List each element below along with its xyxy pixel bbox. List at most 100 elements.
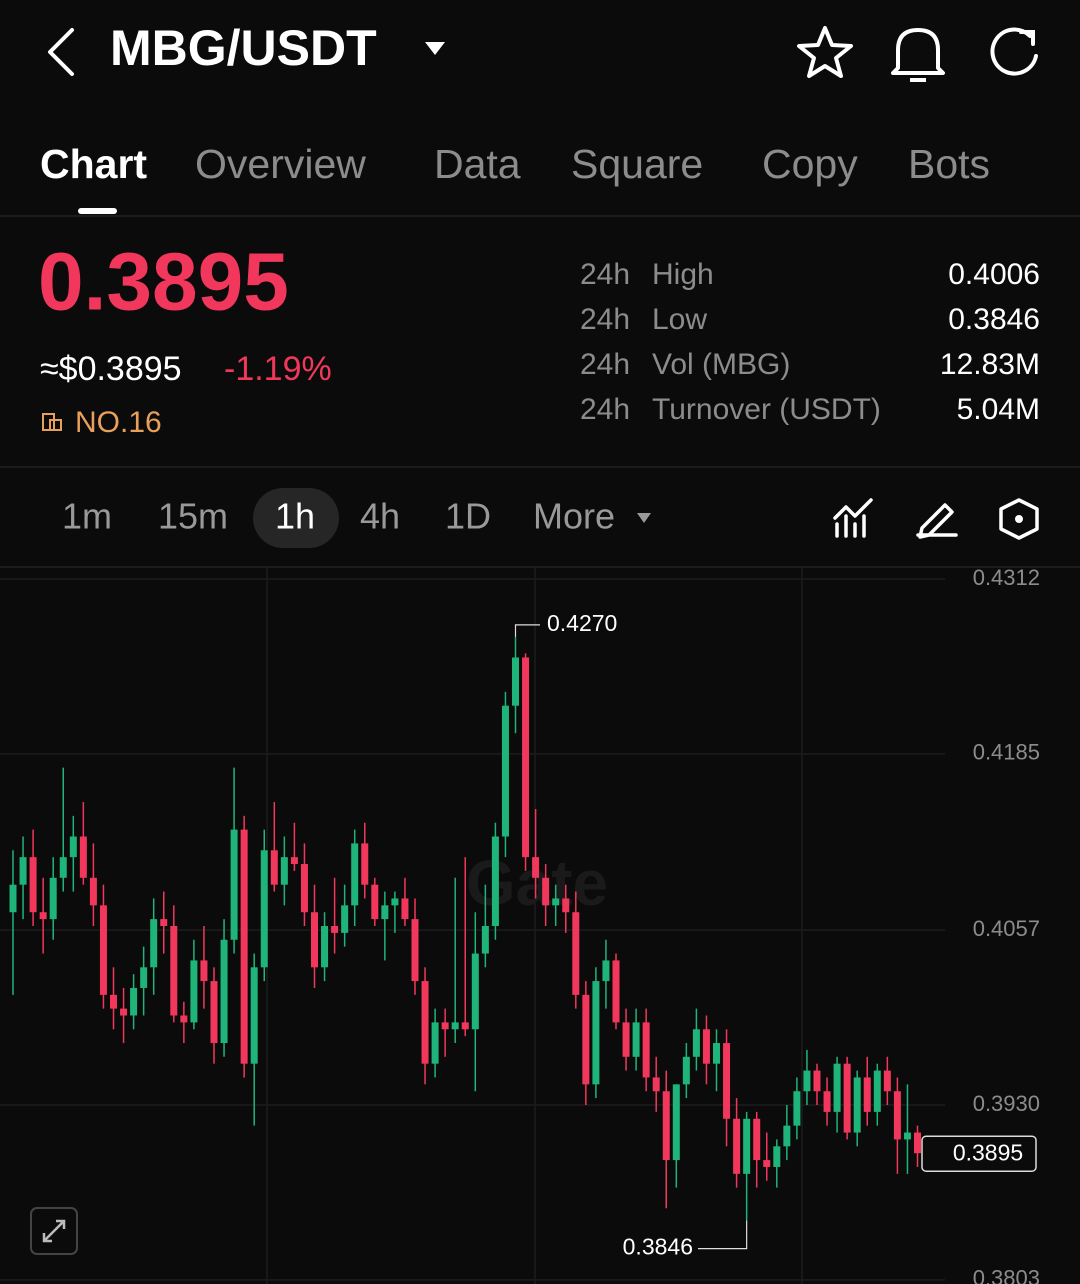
settings-icon[interactable] (1015, 515, 1023, 523)
back-button[interactable] (48, 28, 74, 76)
candle-body (9, 884, 17, 913)
share-icon[interactable] (990, 27, 1038, 76)
candle-body (19, 857, 27, 885)
candle-body (713, 1043, 720, 1064)
candle-body (582, 994, 590, 1085)
price-change: -1.19% (224, 350, 332, 388)
candle-body (230, 829, 238, 940)
stats: 24h High 0.4006 24h Low 0.3846 24h Vol (MBG) 12.… (580, 258, 1040, 426)
low-marker (698, 1220, 748, 1250)
tab[interactable]: Data (434, 141, 521, 187)
interval[interactable]: 1D (445, 496, 491, 537)
rank-icon (42, 413, 55, 431)
candle-body (411, 919, 419, 982)
candle-body (280, 857, 288, 885)
candle-body (743, 1118, 751, 1174)
candle-body (562, 898, 570, 913)
fullscreen-icon[interactable] (42, 1219, 66, 1243)
tab[interactable]: Bots (908, 141, 990, 187)
candle-body (823, 1091, 831, 1112)
candle-body (883, 1070, 891, 1092)
interval-active-bg (253, 488, 339, 548)
last-price: 0.3895 (38, 237, 289, 328)
candle-body (692, 1029, 700, 1057)
candle-body (240, 829, 248, 1064)
pair-dropdown[interactable] (425, 42, 445, 55)
candle-body (813, 1070, 821, 1092)
candle-body (682, 1056, 690, 1085)
candle-body (501, 705, 509, 837)
settings-icon[interactable] (999, 498, 1039, 540)
stat-period: 24h (580, 258, 630, 291)
candle-body (793, 1091, 801, 1126)
pair-title[interactable]: MBG/USDT (110, 20, 377, 76)
draw-icon[interactable] (916, 503, 958, 539)
candle-body (341, 905, 349, 933)
candle-body (863, 1077, 871, 1112)
candle-body (914, 1132, 921, 1154)
candle-body (723, 1043, 731, 1119)
stat-name: Turnover (USDT) (652, 393, 881, 426)
chart: Gate 0.43120.41850.40570.39300.38030.427… (0, 565, 1040, 1284)
indicator-icon[interactable] (833, 498, 873, 538)
candle-body (522, 657, 530, 858)
candle-body (903, 1132, 911, 1140)
tab[interactable]: Chart (40, 141, 147, 187)
interval-bar: 1m 15m 1h 4h 1D More (62, 496, 615, 537)
interval[interactable]: 4h (360, 496, 400, 537)
candle-body (672, 1084, 680, 1161)
candle-body (120, 1008, 128, 1016)
candle-body (491, 836, 499, 926)
tab-bar: Chart Overview Data Square Copy Bots (40, 141, 990, 187)
candle-body (220, 939, 228, 1044)
candle-body (652, 1077, 660, 1092)
interval[interactable]: More (533, 496, 615, 537)
favorite-icon[interactable] (797, 26, 853, 78)
candle-body (873, 1070, 881, 1112)
candle-body (602, 960, 610, 982)
alert-icon[interactable] (891, 28, 945, 82)
candle-body (853, 1077, 861, 1133)
candle-body (321, 926, 329, 968)
stat-value: 0.4006 (948, 258, 1040, 291)
candle-body (391, 898, 399, 906)
candle-body (89, 877, 97, 906)
candle-body (753, 1118, 761, 1161)
candle-body (572, 912, 580, 995)
stat-name: Vol (MBG) (652, 348, 790, 381)
high-label: 0.4270 (547, 610, 617, 636)
interval[interactable]: 1h (275, 496, 315, 537)
candle-body (180, 1015, 188, 1023)
candle-body (270, 850, 278, 885)
stat-period: 24h (580, 303, 630, 336)
tab-indicator (78, 208, 117, 214)
candle-body (451, 1022, 459, 1030)
candle-body (532, 857, 540, 878)
y-tick-label: 0.4185 (973, 740, 1040, 765)
fullscreen-button[interactable] (30, 1207, 78, 1255)
stat-period: 24h (580, 348, 630, 381)
candle-body (733, 1118, 741, 1174)
tab[interactable]: Square (571, 141, 703, 187)
high-marker (514, 624, 540, 637)
candle-body (632, 1022, 640, 1057)
more-dropdown[interactable] (637, 513, 651, 523)
interval[interactable]: 15m (158, 496, 228, 537)
candle-body (311, 912, 318, 968)
stat-name: High (652, 258, 714, 291)
candle-body (702, 1029, 710, 1064)
tab[interactable]: Copy (762, 141, 858, 187)
interval[interactable]: 1m (62, 496, 112, 537)
y-tick-label: 0.3930 (973, 1091, 1040, 1116)
candle-body (250, 967, 258, 1064)
candle-body (441, 1022, 449, 1030)
tab[interactable]: Overview (195, 141, 366, 187)
candle-body (833, 1063, 841, 1112)
candle-body (381, 905, 389, 920)
candle-body (893, 1091, 901, 1140)
rank[interactable]: NO.16 (75, 406, 162, 439)
candle-body (471, 953, 479, 1030)
candle-body (642, 1022, 650, 1078)
